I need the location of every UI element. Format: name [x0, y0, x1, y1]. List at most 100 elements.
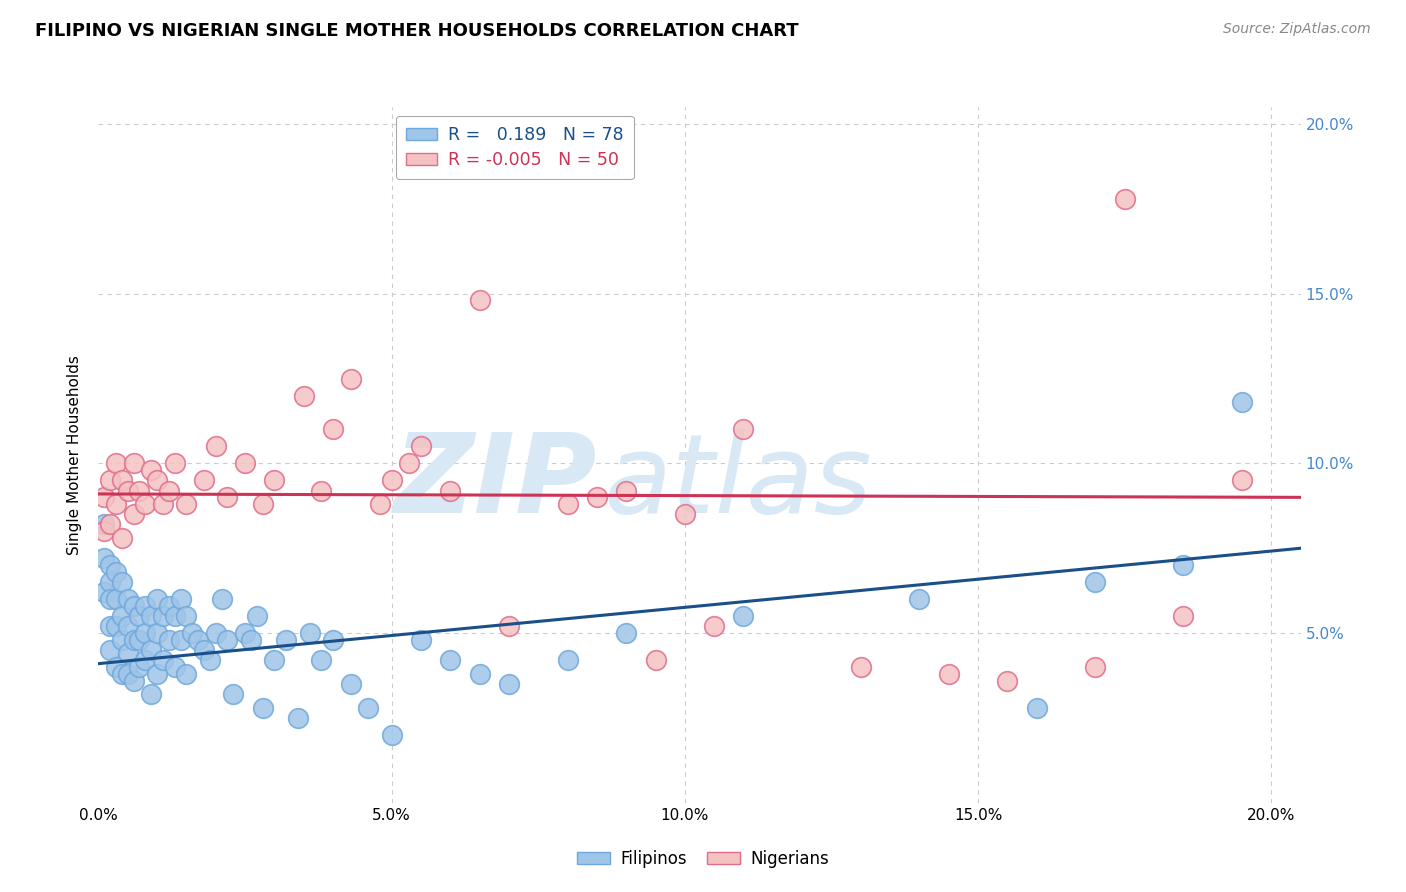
Point: [1230, 395, 1253, 409]
Point: [498, 619, 520, 633]
Point: [128, 483, 150, 498]
Point: [152, 497, 174, 511]
Point: [152, 653, 174, 667]
Point: [263, 653, 285, 667]
Point: [381, 728, 404, 742]
Point: [152, 609, 174, 624]
Point: [849, 660, 872, 674]
Point: [703, 619, 725, 633]
Point: [733, 422, 755, 436]
Point: [134, 497, 156, 511]
Point: [128, 609, 150, 624]
Text: Source: ZipAtlas.com: Source: ZipAtlas.com: [1223, 22, 1371, 37]
Point: [274, 632, 297, 647]
Point: [93, 524, 115, 539]
Point: [468, 293, 491, 308]
Text: atlas: atlas: [603, 429, 872, 536]
Point: [381, 474, 404, 488]
Point: [98, 575, 121, 590]
Point: [98, 517, 121, 532]
Point: [141, 687, 163, 701]
Point: [439, 653, 461, 667]
Point: [98, 558, 121, 573]
Point: [98, 474, 121, 488]
Text: FILIPINO VS NIGERIAN SINGLE MOTHER HOUSEHOLDS CORRELATION CHART: FILIPINO VS NIGERIAN SINGLE MOTHER HOUSE…: [35, 22, 799, 40]
Point: [111, 609, 134, 624]
Point: [287, 711, 309, 725]
Legend: Filipinos, Nigerians: Filipinos, Nigerians: [571, 844, 835, 875]
Point: [439, 483, 461, 498]
Point: [93, 551, 115, 566]
Point: [163, 457, 186, 471]
Point: [233, 626, 256, 640]
Point: [368, 497, 391, 511]
Point: [995, 673, 1018, 688]
Point: [322, 632, 344, 647]
Point: [157, 632, 180, 647]
Point: [187, 632, 209, 647]
Point: [128, 632, 150, 647]
Point: [122, 599, 145, 613]
Point: [298, 626, 321, 640]
Point: [141, 643, 163, 657]
Point: [163, 660, 186, 674]
Point: [1114, 192, 1136, 206]
Point: [117, 483, 139, 498]
Point: [117, 647, 139, 661]
Point: [644, 653, 666, 667]
Point: [117, 619, 139, 633]
Point: [239, 632, 262, 647]
Point: [181, 626, 204, 640]
Point: [1084, 660, 1107, 674]
Point: [733, 609, 755, 624]
Point: [111, 531, 134, 545]
Point: [176, 666, 198, 681]
Point: [586, 491, 609, 505]
Point: [1084, 575, 1107, 590]
Point: [398, 457, 420, 471]
Point: [157, 599, 180, 613]
Point: [117, 666, 139, 681]
Point: [204, 439, 226, 453]
Point: [252, 497, 274, 511]
Point: [908, 592, 931, 607]
Point: [1025, 700, 1047, 714]
Point: [163, 609, 186, 624]
Point: [141, 463, 163, 477]
Y-axis label: Single Mother Households: Single Mother Households: [67, 355, 83, 555]
Point: [673, 508, 696, 522]
Point: [409, 439, 432, 453]
Point: [134, 599, 156, 613]
Point: [557, 497, 579, 511]
Point: [146, 666, 169, 681]
Point: [105, 565, 128, 579]
Legend: R =   0.189   N = 78, R = -0.005   N = 50: R = 0.189 N = 78, R = -0.005 N = 50: [395, 116, 634, 179]
Point: [98, 619, 121, 633]
Point: [169, 592, 191, 607]
Point: [204, 626, 226, 640]
Point: [1173, 609, 1195, 624]
Point: [557, 653, 579, 667]
Point: [93, 491, 115, 505]
Point: [198, 653, 221, 667]
Point: [233, 457, 256, 471]
Point: [128, 660, 150, 674]
Point: [246, 609, 269, 624]
Point: [339, 677, 361, 691]
Point: [122, 457, 145, 471]
Point: [409, 632, 432, 647]
Point: [211, 592, 233, 607]
Point: [122, 673, 145, 688]
Point: [193, 643, 215, 657]
Point: [222, 687, 245, 701]
Point: [98, 643, 121, 657]
Point: [134, 626, 156, 640]
Point: [141, 609, 163, 624]
Point: [217, 491, 239, 505]
Point: [157, 483, 180, 498]
Point: [122, 508, 145, 522]
Point: [263, 474, 285, 488]
Point: [176, 609, 198, 624]
Point: [146, 592, 169, 607]
Point: [105, 592, 128, 607]
